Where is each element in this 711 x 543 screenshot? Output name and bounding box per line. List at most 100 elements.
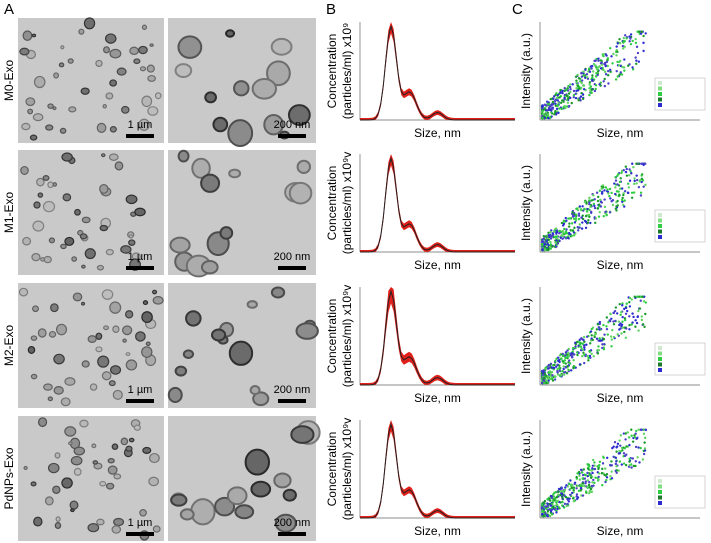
particle-dot (577, 212, 581, 215)
particle-dot (596, 207, 600, 210)
particle-dot (618, 449, 621, 453)
vesicle (92, 460, 99, 465)
particle-dot (612, 311, 616, 315)
particle-dot (559, 91, 562, 94)
vesicle (138, 118, 150, 131)
particle-dot (612, 52, 615, 56)
particle-dot (563, 373, 566, 376)
particle-dot (630, 172, 633, 175)
particle-dot (621, 304, 624, 307)
particle-dot (594, 217, 598, 220)
particle-dot (565, 219, 568, 222)
particle-dot (572, 488, 575, 492)
particle-dot (584, 68, 587, 72)
particle-dot (630, 428, 633, 431)
particle-dot (603, 189, 606, 192)
particle-dot (578, 87, 581, 90)
particle-dot (598, 189, 602, 192)
particle-dot (597, 467, 600, 471)
particle-dot (609, 68, 612, 72)
particle-dot (577, 229, 580, 232)
particle-dot (618, 194, 621, 197)
particle-dot (614, 456, 618, 460)
particle-dot (615, 446, 618, 449)
particle-dot (603, 205, 607, 209)
particle-dot (643, 449, 647, 452)
particle-dot (628, 296, 632, 300)
particle-dot (558, 369, 562, 372)
vesicle (25, 97, 36, 107)
vesicle (99, 480, 107, 487)
particle-dot (587, 218, 590, 222)
particle-dot (589, 487, 593, 491)
particle-dot (562, 106, 565, 109)
particle-dot (636, 51, 640, 55)
particle-dot (570, 356, 574, 359)
particle-dot (550, 107, 553, 110)
particle-dot (636, 436, 639, 440)
particle-dot (618, 187, 622, 191)
particle-dot (637, 60, 641, 63)
particle-dot (597, 59, 600, 62)
particle-dot (576, 225, 579, 229)
particle-dot (558, 231, 561, 235)
vesicle (30, 481, 37, 487)
particle-dot (637, 185, 641, 189)
particle-dot (588, 350, 592, 353)
particle-dot (543, 372, 547, 375)
vesicle (148, 452, 160, 464)
particle-dot (642, 34, 645, 38)
scale-bar (278, 399, 306, 403)
particle-dot (623, 34, 627, 37)
particle-dot (639, 191, 643, 194)
vesicle (142, 300, 149, 306)
particle-dot (596, 352, 600, 355)
particle-dot (642, 300, 646, 303)
vesicle (37, 192, 44, 198)
particle-dot (600, 63, 604, 66)
particle-dot (561, 237, 564, 241)
particle-dot (630, 191, 634, 194)
particle-dot (594, 476, 597, 479)
particle-dot (561, 500, 564, 504)
particle-dot (563, 236, 566, 239)
vesicle (70, 455, 83, 466)
particle-dot (576, 472, 579, 475)
particle-dot (550, 371, 554, 374)
particle-dot (630, 323, 633, 326)
row-label: M0-Exo (2, 60, 16, 102)
particle-dot (615, 471, 618, 474)
particle-dot (611, 62, 614, 65)
particle-dot (637, 329, 640, 332)
particle-dot (639, 299, 642, 302)
particle-dot (575, 213, 578, 216)
particle-dot (621, 320, 624, 323)
legend-swatch (658, 479, 662, 483)
vesicle (250, 480, 272, 498)
particle-dot (624, 336, 628, 340)
particle-dot (623, 318, 627, 322)
particle-dot (563, 488, 567, 492)
particle-dot (564, 495, 568, 499)
vesicle (152, 525, 161, 533)
particle-dot (618, 323, 621, 327)
particle-dot (572, 358, 575, 362)
particle-dot (588, 81, 592, 84)
particle-dot (642, 185, 645, 188)
scale-bar (126, 399, 154, 403)
particle-dot (548, 514, 552, 518)
particle-dot (543, 243, 547, 246)
particle-dot (632, 191, 636, 194)
particle-dot (572, 500, 576, 503)
particle-dot (622, 40, 625, 43)
particle-dot (606, 57, 610, 60)
particle-dot (597, 215, 601, 218)
particle-dot (559, 101, 563, 105)
particle-dot (610, 460, 613, 463)
particle-dot (587, 213, 591, 217)
particle-dot (635, 174, 638, 177)
particle-dot (561, 89, 564, 93)
particle-dot (617, 173, 620, 176)
vesicle (45, 124, 54, 131)
particle-dot (610, 317, 613, 320)
